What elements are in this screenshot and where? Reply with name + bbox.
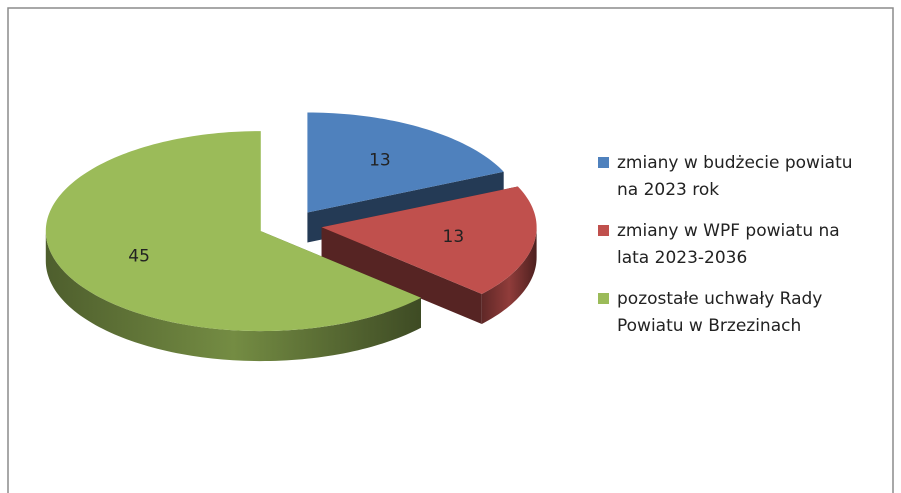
data-label: 13	[369, 150, 391, 170]
slice: 45	[45, 131, 421, 362]
legend-swatch	[598, 157, 609, 168]
slice-top	[45, 131, 421, 332]
legend-label: zmiany w budżecie powiatu na 2023 rok	[617, 153, 853, 200]
data-label: 13	[443, 227, 465, 247]
data-label: 45	[128, 246, 150, 266]
legend-item: zmiany w WPF powiatu na lata 2023-2036	[598, 218, 888, 272]
slice-top	[307, 112, 504, 213]
legend-label: zmiany w WPF powiatu na lata 2023-2036	[617, 221, 840, 268]
slice-wall	[45, 231, 421, 362]
legend-swatch	[598, 225, 609, 236]
slice-side	[321, 227, 482, 324]
legend-label: pozostałe uchwały Rady Powiatu w Brzezin…	[617, 289, 823, 336]
legend: zmiany w budżecie powiatu na 2023 rok zmi…	[598, 150, 888, 354]
slice: 13	[321, 186, 537, 324]
legend-item: zmiany w budżecie powiatu na 2023 rok	[598, 150, 888, 204]
slice-top	[321, 186, 537, 294]
legend-swatch	[598, 293, 609, 304]
frame	[7, 7, 894, 493]
slice-wall	[481, 227, 537, 324]
legend-item: pozostałe uchwały Rady Powiatu w Brzezin…	[598, 286, 888, 340]
